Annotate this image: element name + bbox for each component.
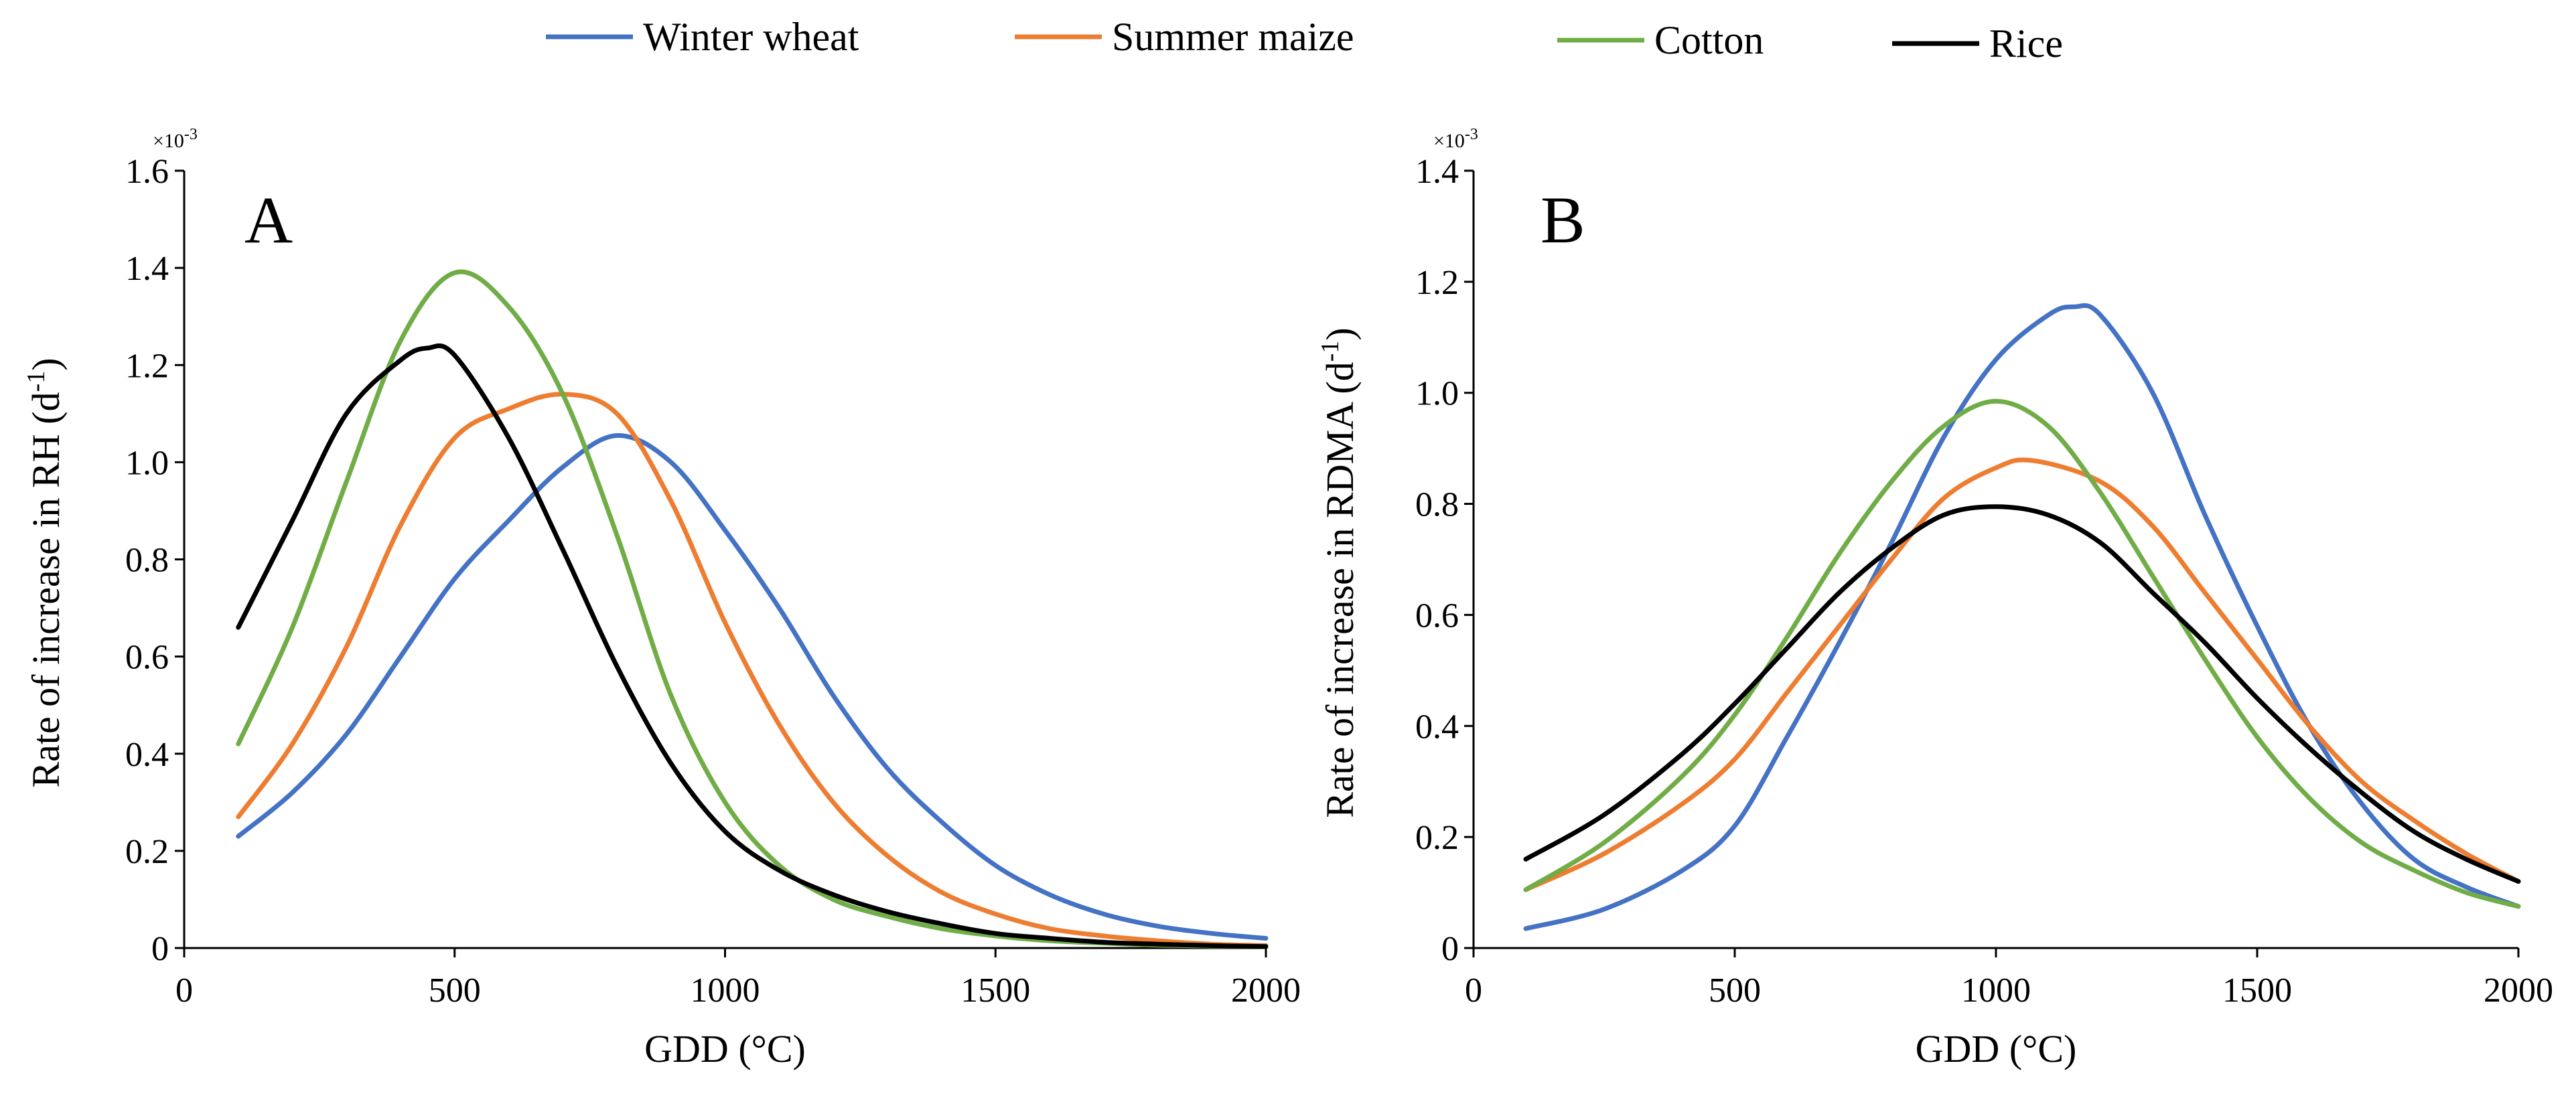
- panel-b-letter: B: [1541, 183, 1585, 257]
- panel-b-y-multiplier-base: ×10: [1433, 130, 1465, 152]
- panel-a-y-axis-title-sup: -1: [22, 371, 50, 392]
- panel-a-x-axis-title: GDD (°C): [644, 1027, 806, 1071]
- panel-a-y-tick-label: 1.2: [125, 347, 169, 385]
- panel-a-y-multiplier: ×10-3: [153, 126, 198, 152]
- panel-a-x-tick-label: 1000: [691, 971, 760, 1010]
- panel-b-y-tick-label: 0: [1441, 930, 1459, 968]
- panel-a-y-tick-label: 1.4: [125, 250, 169, 288]
- panel-b-y-tick-label: 0.4: [1415, 708, 1459, 746]
- panel-a-y-tick-label: 1.6: [125, 153, 169, 191]
- panel-a-series-cotton: [236, 269, 1269, 949]
- legend: Winter wheat Summer maize Cotton Rice: [546, 15, 2063, 66]
- panel-a-x-tick-label: 1500: [960, 971, 1030, 1010]
- panel-b-series-rice: [1523, 504, 2521, 884]
- panel-a-chart: 0 0.2 0.4 0.6 0.8 1.0 1.2 1.4 1.6 0 500 1000 1500 200…: [22, 126, 1301, 1071]
- panel-b-y-axis-title: Rate of increase in RDMA (d-1): [1316, 327, 1362, 817]
- legend-label-winter-wheat: Winter wheat: [643, 15, 859, 59]
- panel-a-x-tick-label: 2000: [1231, 971, 1301, 1010]
- panel-b-y-multiplier-exp: -3: [1465, 126, 1478, 143]
- panel-b-y-axis-title-main: Rate of increase in RDMA (d: [1318, 362, 1362, 817]
- panel-b-x-tick-label: 1000: [1961, 971, 2031, 1010]
- panel-b-x-tick-label: 500: [1709, 971, 1761, 1010]
- panel-b-chart: 0 0.2 0.4 0.6 0.8 1.0 1.2 1.4 0 500 1000 1500 2000 ×1…: [1316, 126, 2553, 1071]
- panel-a-y-axis-title-main: Rate of increase in RH (d: [24, 392, 68, 787]
- panel-a-y-axis-title: Rate of increase in RH (d-1): [22, 358, 68, 787]
- panel-a-y-multiplier-exp: -3: [184, 126, 198, 143]
- panel-a-y-tick-label: 0.2: [125, 833, 169, 871]
- legend-label-summer-maize: Summer maize: [1112, 15, 1354, 59]
- legend-label-rice: Rice: [1989, 21, 2063, 66]
- panel-b-y-axis-title-end: ): [1318, 327, 1362, 340]
- panel-a-series-summer-maize: [236, 392, 1269, 948]
- panel-a-y-tick-label: 0.4: [125, 736, 169, 774]
- panel-a-series-rice: [236, 343, 1269, 949]
- panel-a-y-tick-label: 0.6: [125, 639, 169, 677]
- panel-b-x-tick-label: 0: [1465, 971, 1482, 1010]
- panel-b-y-tick-label: 1.0: [1415, 375, 1459, 413]
- legend-label-cotton: Cotton: [1654, 18, 1764, 62]
- panel-b-x-axis-title: GDD (°C): [1916, 1027, 2077, 1071]
- panel-a-series-winter-wheat: [236, 433, 1269, 941]
- panel-b-y-multiplier: ×10-3: [1433, 126, 1478, 152]
- panel-b-x-tick-label: 1500: [2222, 971, 2292, 1010]
- panel-b-y-tick-label: 0.2: [1415, 819, 1459, 857]
- panel-a-y-multiplier-base: ×10: [153, 130, 184, 152]
- panel-b-series-summer-maize: [1523, 457, 2521, 892]
- panel-b-y-tick-label: 0.6: [1415, 597, 1459, 635]
- panel-a-y-tick-label: 0.8: [125, 542, 169, 580]
- panel-b-y-axis-title-sup: -1: [1316, 341, 1344, 362]
- panel-b-y-tick-label: 1.4: [1415, 153, 1459, 191]
- panel-a-y-axis-title-end: ): [24, 358, 68, 370]
- panel-b-x-tick-label: 2000: [2484, 971, 2553, 1010]
- panel-b-y-tick-label: 1.2: [1415, 264, 1459, 302]
- panel-a-x-tick-label: 0: [175, 971, 193, 1010]
- panel-b-y-tick-label: 0.8: [1415, 486, 1459, 524]
- panel-b-series-winter-wheat: [1523, 303, 2521, 931]
- panel-a-letter: A: [244, 183, 293, 257]
- panel-b-series-cotton: [1523, 398, 2521, 909]
- panel-a-y-tick-label: 0: [151, 930, 169, 968]
- panel-a-x-tick-label: 500: [429, 971, 481, 1010]
- panel-a-y-tick-label: 1.0: [125, 444, 169, 482]
